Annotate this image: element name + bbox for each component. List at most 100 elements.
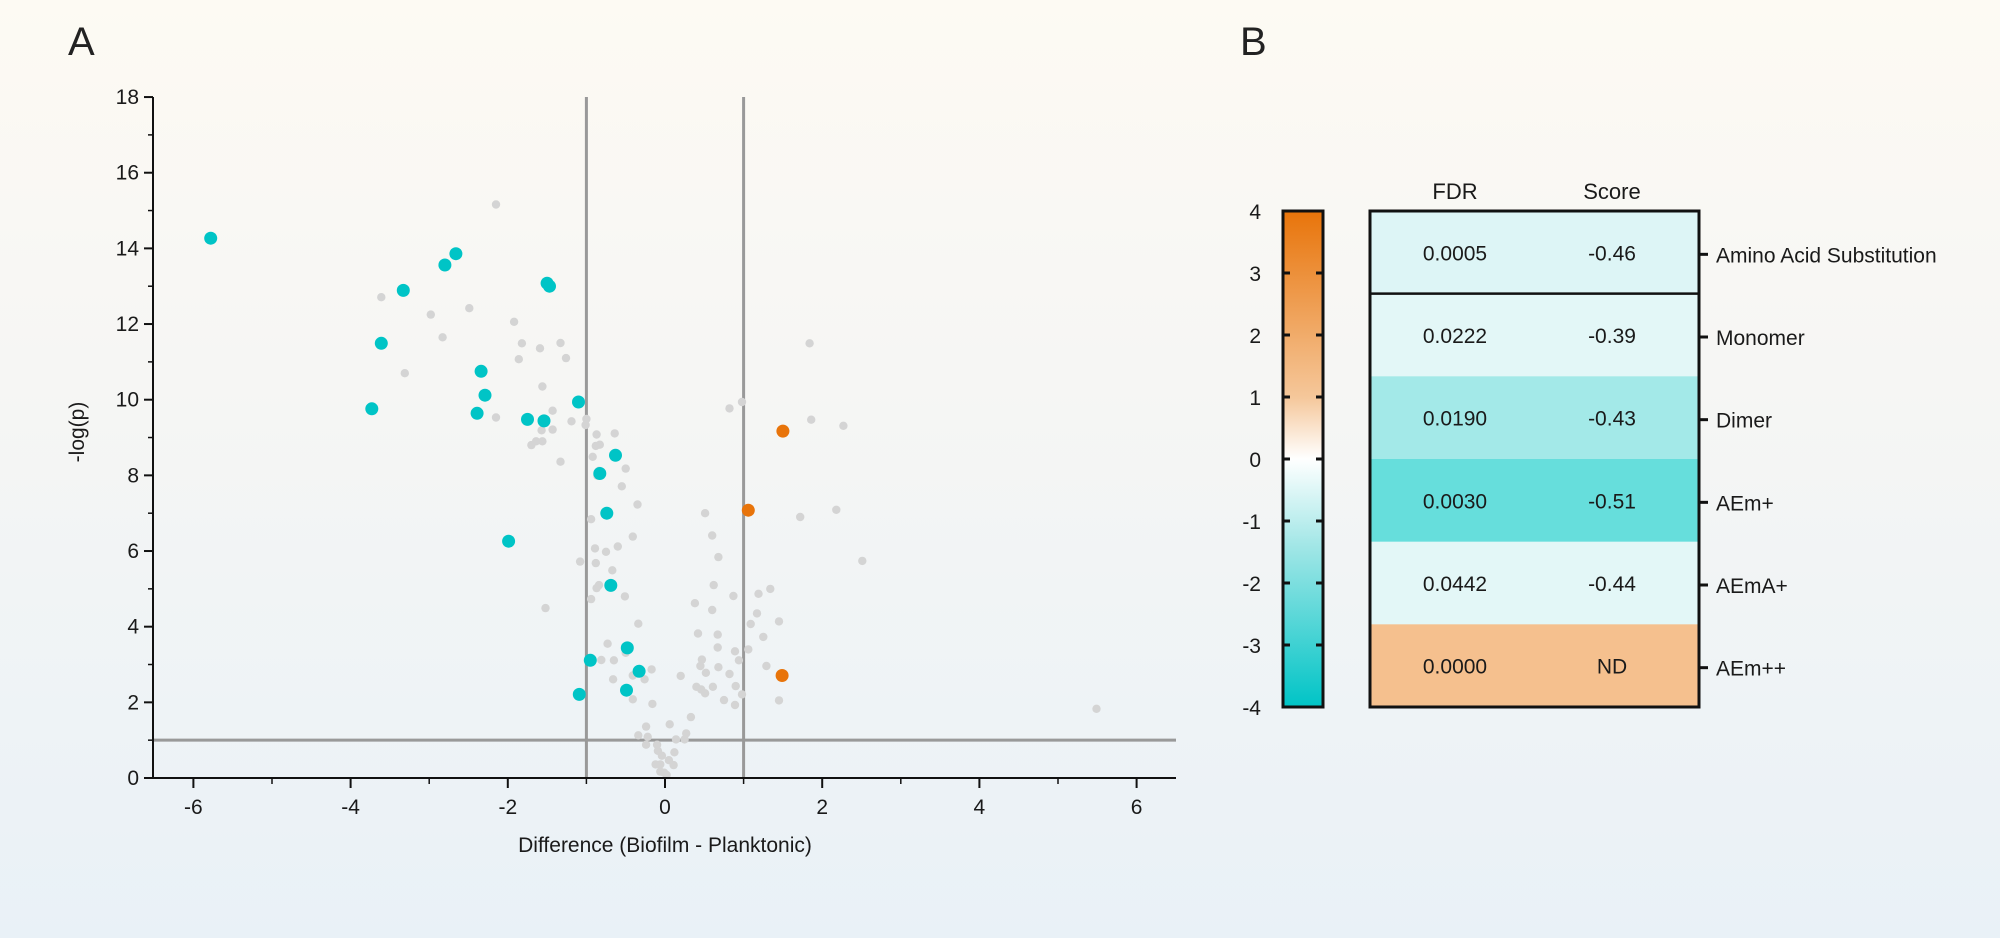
fdr-value: 0.0222 [1423, 325, 1487, 348]
fdr-value: 0.0005 [1423, 242, 1487, 265]
data-point-significant-down [537, 414, 551, 428]
data-point-significant-down [572, 687, 586, 701]
data-point-significant-down [396, 283, 410, 297]
data-point-not-significant [561, 353, 571, 363]
data-point-not-significant [603, 639, 612, 648]
data-point-not-significant [693, 629, 703, 638]
data-point-not-significant [680, 735, 689, 744]
data-point-significant-down [609, 448, 622, 462]
data-point-significant-down [521, 412, 534, 426]
data-point-not-significant [714, 663, 723, 672]
y-tick-label: 2 [127, 691, 139, 714]
fdr-value: 0.0000 [1423, 656, 1487, 679]
data-point-not-significant [774, 617, 784, 626]
fdr-value: 0.0442 [1423, 573, 1487, 596]
data-point-not-significant [708, 605, 717, 615]
colorbar-tick-label: 3 [1249, 263, 1261, 286]
heatmap-cell-background [1370, 624, 1699, 708]
heatmap-table: FDR Score 0.0005 -0.46 Amino Acid Substituti… [1368, 179, 1937, 709]
row-label: AEm++ [1716, 658, 1786, 681]
colorbar-tick-label: -1 [1242, 511, 1261, 534]
data-point-not-significant [730, 700, 740, 710]
data-point-significant-down [365, 402, 379, 416]
x-tick-label: 2 [816, 796, 828, 819]
heatmap-cell-background [1370, 211, 1699, 295]
data-point-significant-down [478, 388, 492, 402]
data-point-not-significant [700, 509, 710, 518]
data-point-significant-down [620, 683, 633, 697]
data-point-not-significant [737, 397, 747, 407]
data-point-not-significant [517, 339, 527, 348]
colorbar: 4 3 2 1 0 -1 -2 -3 -4 [1242, 201, 1325, 720]
y-tick-label: 16 [116, 162, 139, 185]
data-point-significant-down [474, 364, 488, 378]
data-point-significant-down [604, 578, 618, 592]
heatmap-row: 0.0030 -0.51 AEm+ [1370, 459, 1774, 543]
data-point-not-significant [588, 452, 597, 461]
y-tick-label: 0 [127, 767, 139, 790]
heatmap-cell-background [1370, 293, 1699, 377]
score-value: -0.46 [1588, 242, 1636, 265]
data-point-not-significant [754, 589, 763, 598]
data-point-not-significant [762, 661, 771, 671]
colorbar-tick-label: 0 [1249, 449, 1261, 472]
data-point-significant-down [449, 247, 463, 261]
x-axis-title: Difference (Biofilm - Planktonic) [518, 834, 812, 857]
x-tick-label: 0 [659, 796, 671, 819]
volcano-plot: 0 2 4 6 8 10 12 14 16 18 -6 -4 -2 0 2 4 6 Difference (Bi… [66, 86, 1176, 857]
heatmap-row: 0.0190 -0.43 Dimer [1370, 376, 1772, 460]
data-point-not-significant [491, 413, 501, 422]
data-point-not-significant [634, 731, 643, 740]
y-axis-title: -log(p) [66, 402, 89, 463]
data-point-not-significant [696, 661, 705, 671]
x-tick-label: -4 [341, 796, 360, 819]
data-point-not-significant [597, 655, 606, 665]
data-point-not-significant [665, 720, 674, 729]
data-point-not-significant [641, 740, 651, 749]
x-tick-label: 4 [974, 796, 986, 819]
heatmap-cell-background [1370, 459, 1699, 543]
y-tick-label: 10 [116, 389, 139, 412]
data-point-not-significant [608, 675, 618, 684]
y-tick-label: 8 [127, 464, 139, 487]
data-point-not-significant [509, 317, 519, 326]
y-tick-label: 18 [116, 86, 139, 109]
data-point-not-significant [491, 200, 501, 209]
heatmap-row: 0.0222 -0.39 Monomer [1370, 293, 1805, 377]
data-point-not-significant [725, 404, 734, 413]
y-tick-label: 4 [127, 616, 139, 639]
row-label: Amino Acid Substitution [1716, 244, 1937, 267]
data-point-not-significant [700, 689, 710, 698]
data-point-significant-down [600, 506, 614, 520]
data-point-not-significant [634, 619, 643, 628]
data-point-significant-down [572, 395, 585, 409]
colorbar-tick-label: -3 [1242, 635, 1261, 658]
data-point-not-significant [595, 440, 604, 449]
data-point-not-significant [556, 457, 565, 466]
x-tick-label: -2 [498, 796, 517, 819]
data-point-not-significant [613, 542, 622, 551]
colorbar-tick-label: 1 [1249, 387, 1261, 410]
data-point-significant-up [776, 424, 790, 438]
fdr-value: 0.0190 [1423, 408, 1487, 431]
data-point-not-significant [641, 722, 651, 731]
data-point-not-significant [737, 690, 747, 699]
heatmap-cell-background [1370, 376, 1699, 460]
score-value: -0.51 [1588, 490, 1636, 513]
data-point-not-significant [766, 584, 775, 594]
column-header-fdr: FDR [1432, 179, 1477, 204]
data-point-significant-down [632, 664, 646, 678]
data-point-not-significant [610, 429, 619, 438]
data-point-not-significant [709, 580, 718, 590]
data-point-not-significant [731, 681, 740, 691]
data-point-significant-down [593, 467, 607, 480]
score-value: -0.39 [1588, 325, 1636, 348]
data-point-not-significant [708, 682, 718, 691]
data-point-not-significant [652, 740, 662, 749]
data-point-significant-down [502, 534, 516, 548]
data-point-not-significant [807, 415, 816, 424]
threshold-lines [153, 97, 1176, 778]
data-point-not-significant [746, 619, 755, 629]
score-value: -0.44 [1588, 573, 1636, 596]
data-point-not-significant [708, 531, 717, 540]
